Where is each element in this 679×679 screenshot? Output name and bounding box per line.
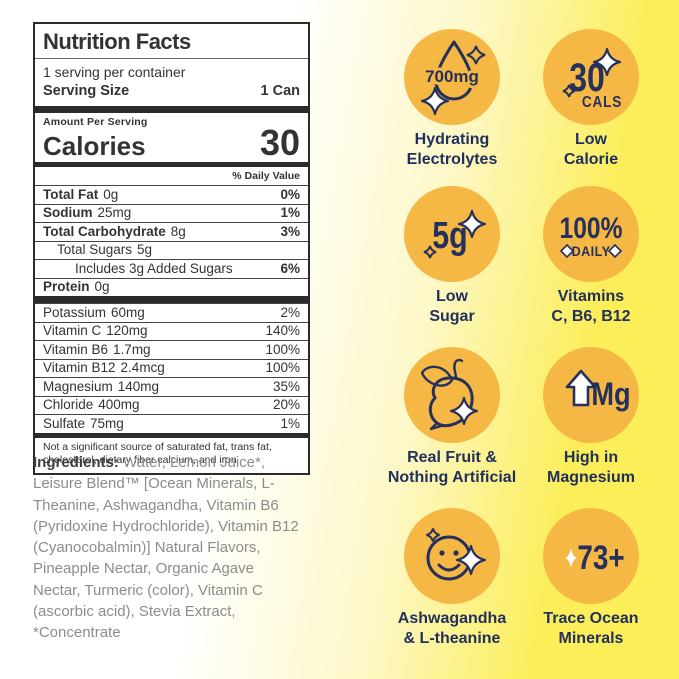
nutrition-facts-panel: Nutrition Facts 1 serving per container …: [33, 22, 310, 475]
badge-label: Ashwagandha & L-theanine: [397, 610, 507, 648]
label-footnote: Not a significant source of saturated fa…: [43, 440, 272, 467]
calories-value: 30: [259, 122, 300, 164]
dv-value: 1%: [280, 205, 300, 221]
ingredients-paragraph: Ingredients: Water, Lemon Juice*, Leisur…: [33, 452, 305, 644]
droplet-icon: 700mg: [420, 40, 486, 116]
nutrition-facts-title: Nutrition Facts: [35, 24, 308, 59]
nutrient-row-vitamin-c: Vitamin C 120mg 140%: [35, 321, 308, 341]
serving-section: 1 serving per container Serving Size 1 C…: [35, 59, 308, 106]
badge-vitamins: 100% DAILY Vitamins C, B6, B12: [516, 186, 666, 328]
badge-label: Hydrating Electrolytes: [406, 131, 498, 169]
ingredients-label: Ingredients:: [33, 454, 119, 471]
badge-circle: [404, 347, 500, 443]
serving-size-value: 1 Can: [260, 83, 301, 100]
nutrient-row-magnesium: Magnesium 140mg 35%: [35, 377, 308, 396]
serving-size-label: Serving Size: [43, 83, 130, 100]
nutrient-row-vitamin-b12: Vitamin B12 2.4mcg 100%: [35, 358, 308, 378]
magnesium-icon: Mg: [565, 369, 631, 413]
diamond-icon: [607, 243, 623, 259]
divider-thick: [35, 106, 308, 114]
dv-value: 1%: [280, 415, 300, 431]
svg-text:100%: 100%: [560, 211, 623, 245]
ingredients-text: Water, Lemon Juice*, Leisure Blend™ [Oce…: [33, 454, 299, 642]
badge-circle: [404, 508, 500, 604]
badge-circle: 73+: [543, 508, 639, 604]
dv-value: 2%: [280, 304, 300, 320]
nutrient-row-total-fat: Total Fat 0g 0%: [35, 185, 308, 204]
svg-text:Mg: Mg: [591, 377, 630, 413]
sparkle-icon: [423, 245, 437, 259]
calories-icon: 30 CALS: [562, 47, 622, 111]
diamond-icon: [559, 243, 575, 259]
svg-text:73+: 73+: [577, 538, 624, 576]
badge-circle: 700mg: [404, 29, 500, 125]
nutrient-row-vitamin-b6: Vitamin B6 1.7mg 100%: [35, 340, 308, 359]
badge-low-calorie: 30 CALS Low Calorie: [516, 29, 666, 171]
badge-circle: Mg: [543, 347, 639, 443]
badge-ocean-minerals: 73+ Trace Ocean Minerals: [516, 508, 666, 650]
divider-thick: [35, 296, 308, 304]
nutrient-row-added-sugars: Includes 3g Added Sugars 6%: [35, 259, 308, 278]
dv-value: 100%: [265, 341, 300, 357]
badge-magnesium: Mg High in Magnesium: [516, 347, 666, 489]
amount-per-serving-label: Amount Per Serving: [43, 116, 148, 129]
svg-text:DAILY: DAILY: [572, 243, 611, 259]
sparkle-icon: [592, 47, 622, 77]
nutrient-row-total-carbohydrate: Total Carbohydrate 8g 3%: [35, 222, 308, 241]
badge-label: Low Sugar: [429, 288, 475, 326]
diamond-icon: [565, 548, 577, 568]
nutrient-row-total-sugars: Total Sugars 5g: [35, 240, 308, 260]
badge-circle: 100% DAILY: [543, 186, 639, 282]
nutrient-row-sulfate: Sulfate 75mg 1%: [35, 414, 308, 433]
divider-medium: [35, 162, 308, 168]
badge-label: Low Calorie: [563, 131, 619, 169]
sparkle-icon: [562, 84, 576, 98]
nutrient-row-potassium: Potassium 60mg 2%: [35, 303, 308, 322]
calories-section: Amount Per Serving Calories 30: [35, 113, 308, 162]
dv-value: 35%: [272, 378, 300, 394]
sparkle-icon: [426, 528, 440, 542]
sparkle-icon: [449, 396, 479, 426]
badge-real-fruit: Real Fruit & Nothing Artificial: [377, 347, 527, 489]
badge-label: Vitamins C, B6, B12: [551, 288, 631, 326]
dv-value: 100%: [265, 360, 300, 376]
sparkle-icon: [455, 544, 487, 576]
nutrient-row-protein: Protein 0g: [35, 277, 308, 297]
svg-text:5g: 5g: [432, 215, 467, 257]
dv-value: 3%: [280, 223, 300, 239]
sparkle-icon: [457, 209, 487, 239]
daily-value-header: % Daily Value: [232, 170, 300, 183]
badge-label: High in Magnesium: [546, 449, 635, 487]
nutrient-row-chloride: Chloride 400mg 20%: [35, 395, 308, 415]
badge-circle: 30 CALS: [543, 29, 639, 125]
ocean-minerals-icon: 73+: [565, 538, 625, 577]
dv-value: 6%: [280, 260, 300, 276]
dv-value: 20%: [272, 397, 300, 413]
badge-label: Trace Ocean Minerals: [543, 610, 639, 648]
dv-value: 140%: [265, 323, 300, 339]
svg-text:700mg: 700mg: [425, 67, 479, 86]
nutrient-row-sodium: Sodium 25mg 1%: [35, 203, 308, 223]
servings-per-container: 1 serving per container: [43, 64, 186, 80]
smiley-icon: [426, 528, 487, 581]
badge-circle: 5g: [404, 186, 500, 282]
badge-hydrating-electrolytes: 700mg Hydrating Electrolytes: [377, 29, 527, 171]
lemon-icon: [420, 358, 479, 431]
calories-label: Calories: [43, 130, 146, 161]
sparkle-icon: [466, 45, 486, 65]
badge-label: Real Fruit & Nothing Artificial: [387, 449, 517, 487]
svg-text:CALS: CALS: [582, 94, 622, 111]
divider-medium: [35, 432, 308, 438]
sparkle-icon: [420, 86, 450, 116]
daily-vitamins-icon: 100% DAILY: [559, 211, 623, 259]
sugar-icon: 5g: [423, 209, 487, 259]
badge-low-sugar: 5g Low Sugar: [377, 186, 527, 328]
dv-value: 0%: [280, 186, 300, 202]
badge-ashwagandha: Ashwagandha & L-theanine: [377, 508, 527, 650]
